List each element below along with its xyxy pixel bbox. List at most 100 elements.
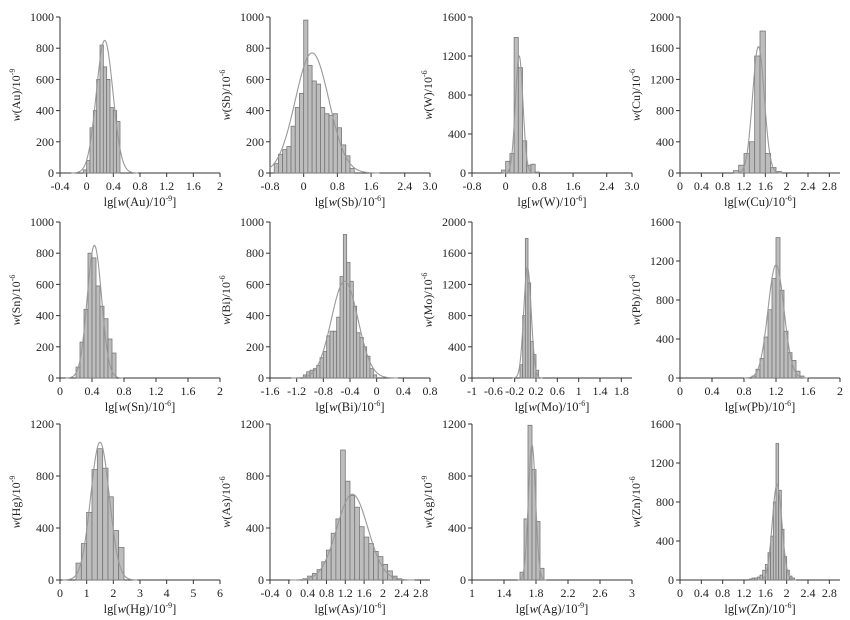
x-tick-label: 2.4: [599, 179, 614, 193]
y-tick-label: 1600: [650, 215, 674, 229]
y-tick-label: 800: [448, 88, 466, 102]
histogram-bar: [748, 141, 756, 174]
y-tick-label: 0: [48, 371, 54, 385]
x-tick-label: 0.8: [117, 384, 132, 398]
y-tick-label: 800: [246, 41, 264, 55]
histogram-bar: [764, 153, 772, 174]
x-tick-label: 2.6: [593, 586, 608, 600]
x-axis-label: lg[w(Au)/10-9]: [104, 194, 177, 209]
x-tick-label: 3.0: [423, 179, 438, 193]
x-tick-label: 2.2: [561, 586, 576, 600]
histogram-bar: [363, 536, 370, 581]
x-tick-label: 0: [57, 586, 63, 600]
x-tick-label: 0.4: [396, 384, 411, 398]
x-tick-label: 5: [190, 586, 196, 600]
x-tick-label: 0.2: [529, 384, 544, 398]
y-axis-label: w(Pb)/10-6: [628, 275, 643, 326]
normal-fit-curve: [517, 443, 547, 581]
y-tick-label: 1200: [650, 456, 674, 470]
x-tick-label: 0.4: [705, 384, 720, 398]
x-axis-label: lg[w(Pb)/10-6]: [725, 399, 796, 414]
x-tick-label: 4: [164, 586, 170, 600]
y-tick-label: 600: [246, 72, 264, 86]
x-tick-label: 1.4: [497, 586, 512, 600]
histogram-bar: [332, 330, 338, 379]
histogram-panel: 0 0.4 0.8 1.2 1.6 2 2.4 2.8 0 400 800 1200 1600 lg[w(…: [628, 417, 840, 616]
y-tick-label: 1000: [30, 215, 54, 229]
y-tick-label: 1600: [650, 41, 674, 55]
y-tick-label: 400: [246, 521, 264, 535]
x-tick-label: -0.8: [261, 179, 280, 193]
y-axis-label: w(Au)/10-9: [8, 69, 23, 122]
y-tick-label: 400: [448, 521, 466, 535]
y-tick-label: 0: [48, 166, 54, 180]
histogram-bar: [763, 336, 769, 379]
histogram-panel: 0 0.4 0.8 1.2 1.6 2 0 200 400 600 800 1000 lg[w(Sn)/…: [8, 215, 223, 414]
y-tick-label: 800: [448, 469, 466, 483]
y-tick-label: 1200: [442, 417, 466, 431]
x-tick-label: 1.2: [338, 586, 353, 600]
histogram-bar: [294, 107, 300, 174]
histogram-bar: [336, 316, 341, 379]
histogram-bar: [372, 374, 378, 379]
y-axis-label: w(Hg)/10-9: [8, 476, 23, 529]
y-tick-label: 400: [36, 104, 54, 118]
histogram-bar: [106, 79, 111, 174]
x-tick-label: 3.0: [625, 179, 640, 193]
histogram-bar: [524, 237, 529, 379]
histogram-panel: -1 -0.6 -0.2 0.2 0.6 1 1.4 1.8 0 400 800 1200 1600 20…: [420, 215, 632, 414]
x-axis-label: lg[w(Zn)/10-6]: [724, 601, 795, 616]
histogram-bar: [329, 330, 334, 379]
histogram-bar: [273, 163, 279, 174]
y-axis-label: w(W)/10-6: [420, 70, 435, 119]
x-tick-label: 0: [374, 384, 380, 398]
histogram-bar: [519, 364, 524, 379]
normal-fit-curve: [743, 264, 809, 379]
y-tick-label: 0: [258, 573, 264, 587]
x-tick-label: 1.2: [149, 384, 164, 398]
y-tick-label: 0: [48, 573, 54, 587]
x-tick-label: -1.2: [287, 384, 306, 398]
x-tick-label: 2: [784, 179, 790, 193]
x-tick-label: 2.8: [822, 586, 837, 600]
x-tick-label: 0.8: [133, 179, 148, 193]
histogram-bar: [748, 578, 753, 581]
histogram-panel: -0.8 0 0.8 1.6 2.4 3.0040080012001600lg[w(W)/…: [420, 10, 640, 209]
histogram-bar: [83, 308, 89, 379]
x-tick-label: 0: [677, 384, 683, 398]
x-tick-label: -0.8: [314, 384, 333, 398]
histogram-panel: 0 0.4 0.8 1.2 1.6 2 2.4 2.8 0 400 800 1200 1600 2000 l…: [628, 10, 840, 209]
x-tick-label: 1.6: [357, 586, 372, 600]
normal-fit-curve: [757, 483, 797, 581]
histogram-bar: [311, 80, 317, 174]
y-tick-label: 0: [668, 371, 674, 385]
normal-fit-curve: [512, 266, 543, 379]
y-tick-label: 200: [246, 135, 264, 149]
histogram-bar: [359, 526, 365, 581]
x-tick-label: 0.4: [85, 384, 100, 398]
y-tick-label: 0: [460, 371, 466, 385]
y-tick-label: 400: [656, 534, 674, 548]
y-axis-label: w(As)/10-6: [218, 476, 233, 527]
y-axis-label: w(Sn)/10-6: [8, 275, 23, 326]
x-tick-label: 2: [837, 384, 843, 398]
normal-fit-curve: [734, 45, 782, 174]
y-tick-label: 0: [668, 166, 674, 180]
y-tick-label: 400: [448, 127, 466, 141]
y-tick-label: 400: [448, 340, 466, 354]
histogram-bar: [91, 257, 97, 379]
y-tick-label: 1000: [30, 10, 54, 24]
y-axis-label: w(Bi)/10-6: [218, 275, 233, 324]
histogram-bar: [303, 19, 309, 174]
histogram-panel: 0 1 2 3 4 5 6 0 400 800 1200 lg[w(Hg)/10-9] w(Hg)/10…: [8, 417, 223, 616]
normal-fit-curve: [291, 280, 399, 379]
y-tick-label: 800: [656, 495, 674, 509]
x-tick-label: 2: [217, 179, 223, 193]
y-axis-label: w(Zn)/10-6: [628, 476, 643, 527]
x-tick-label: 0: [503, 179, 509, 193]
normal-fit-curve: [65, 244, 124, 379]
histogram-bar: [320, 107, 326, 174]
x-tick-label: -0.4: [341, 384, 360, 398]
y-tick-label: 1600: [442, 246, 466, 260]
histogram-bar: [532, 354, 537, 379]
